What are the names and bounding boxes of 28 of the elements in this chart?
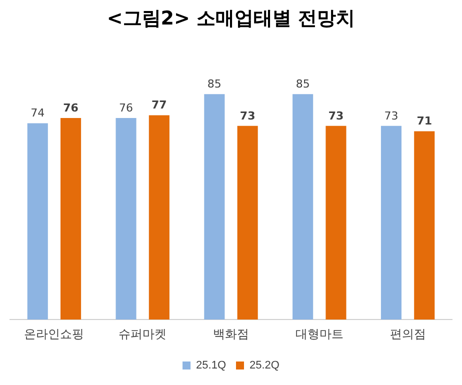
data-label: 85 bbox=[207, 77, 222, 90]
bar bbox=[414, 131, 435, 320]
legend-label: 25.1Q bbox=[196, 360, 226, 372]
x-tick-label: 편의점 bbox=[390, 327, 426, 342]
x-tick-label: 대형마트 bbox=[295, 327, 344, 342]
bar bbox=[292, 94, 314, 320]
bar bbox=[148, 115, 170, 320]
data-label: 73 bbox=[240, 109, 256, 122]
x-tick-label: 온라인쇼핑 bbox=[24, 327, 84, 342]
bar bbox=[326, 126, 346, 320]
data-label: 74 bbox=[30, 106, 45, 120]
data-label: 73 bbox=[328, 109, 344, 122]
x-tick-label: 백화점 bbox=[213, 327, 249, 342]
data-label: 85 bbox=[296, 77, 310, 90]
bar bbox=[380, 126, 402, 320]
bar bbox=[60, 118, 82, 320]
bar bbox=[116, 118, 136, 320]
bar bbox=[237, 126, 258, 320]
x-tick-label: 슈퍼마켓 bbox=[118, 327, 167, 342]
data-label: 76 bbox=[63, 101, 79, 114]
data-label: 76 bbox=[119, 101, 134, 114]
bar bbox=[27, 123, 48, 320]
data-label: 77 bbox=[152, 98, 167, 112]
data-label: 71 bbox=[416, 114, 432, 128]
data-label: 73 bbox=[384, 109, 398, 122]
bar bbox=[204, 94, 225, 320]
legend-label: 25.2Q bbox=[250, 360, 280, 372]
chart-title: <그림2> 소매업태별 전망치 bbox=[106, 7, 356, 30]
